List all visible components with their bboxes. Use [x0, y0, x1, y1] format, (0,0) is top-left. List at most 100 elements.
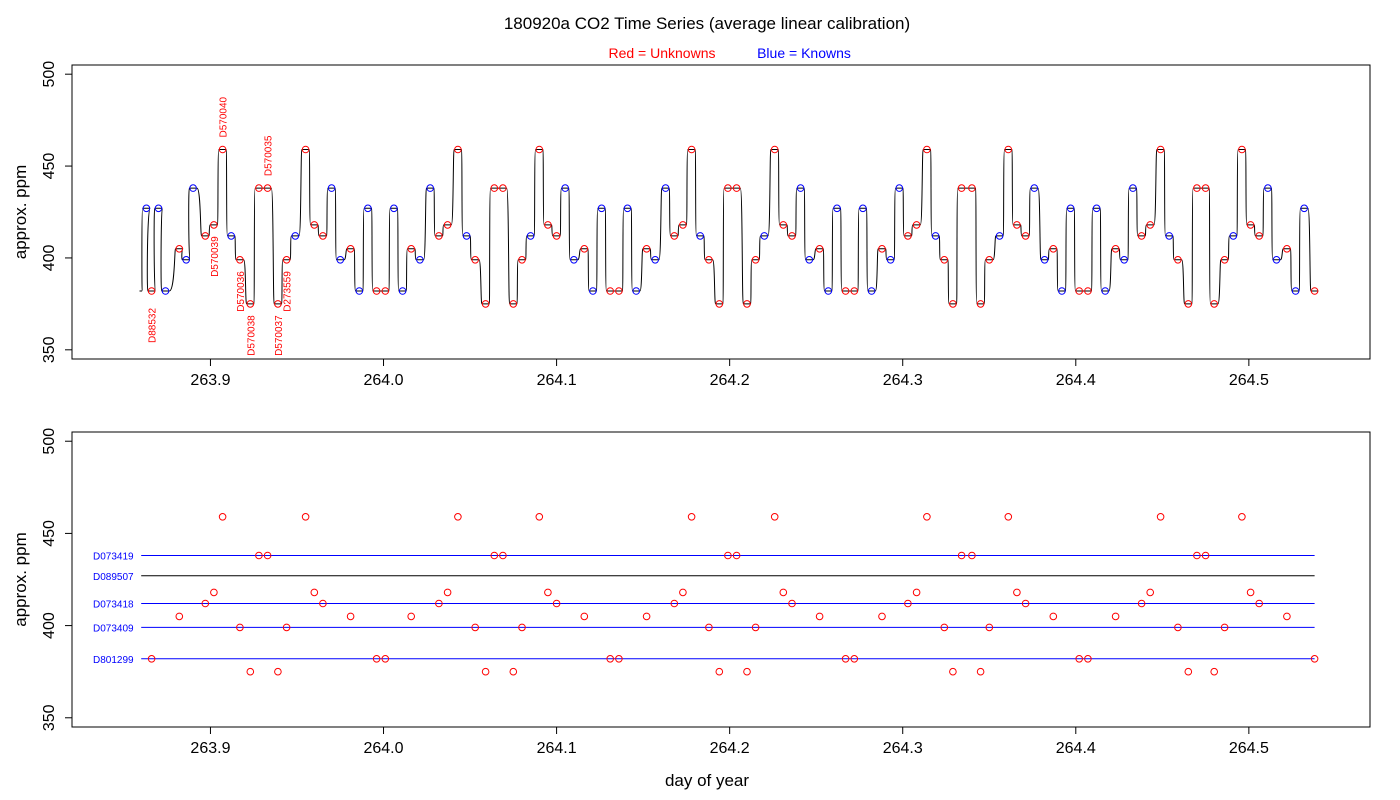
known-sample-marker [760, 232, 769, 240]
sample-id-label: D88532 [148, 308, 159, 343]
unknown-point [1184, 667, 1193, 676]
sample-id-label: D570040 [219, 96, 230, 137]
unknown-point [1021, 599, 1030, 608]
reference-line-label: D801299 [93, 655, 134, 666]
unknown-sample-marker [949, 300, 957, 308]
unknown-sample-marker [246, 300, 255, 308]
top-plot-frame [71, 64, 1371, 360]
unknown-point [715, 667, 724, 676]
unknown-point [201, 599, 210, 608]
unknown-point [1146, 588, 1154, 597]
unknown-sample-marker [175, 245, 184, 253]
unknown-sample-marker [1013, 221, 1021, 229]
unknown-sample-marker [1210, 300, 1218, 308]
unknown-point [175, 612, 184, 621]
unknown-sample-marker [940, 256, 949, 264]
unknown-sample-marker [751, 256, 760, 264]
unknown-sample-marker [985, 256, 994, 264]
known-sample-marker [796, 184, 805, 192]
known-sample-marker [1165, 232, 1173, 240]
unknown-sample-marker [435, 232, 443, 240]
unknown-point [381, 655, 390, 663]
unknown-sample-marker [1310, 287, 1319, 295]
known-sample-marker [161, 287, 170, 295]
unknown-point [1246, 588, 1255, 597]
unknown-point [1137, 599, 1146, 608]
unknown-sample-marker [552, 232, 561, 240]
unknown-point [218, 513, 227, 521]
sample-id-label: D570035 [264, 135, 275, 176]
unknown-sample-marker [319, 232, 327, 240]
unknown-point [1220, 623, 1229, 632]
known-sample-marker [1040, 256, 1049, 264]
unknown-sample-marker [1201, 184, 1210, 192]
unknown-sample-marker [815, 245, 824, 253]
unknown-sample-marker [1084, 287, 1092, 295]
unknown-point [346, 612, 355, 621]
reference-line-label: D089507 [93, 572, 134, 583]
known-sample-marker [390, 204, 398, 213]
bottom-y-tick-label: 500 [41, 428, 58, 455]
top-x-tick-label: 264.4 [1056, 372, 1096, 389]
known-sample-marker [570, 256, 578, 264]
unknown-sample-marker [724, 184, 732, 192]
unknown-point [263, 551, 272, 560]
unknown-point [319, 599, 327, 608]
bottom-panel: 263.9 264.0 264.1 264.2 264.3 264.4 264.5 350 40… [11, 428, 1371, 757]
unknown-point [779, 588, 788, 597]
unknown-point [1156, 513, 1165, 521]
unknown-sample-marker [923, 145, 931, 154]
unknown-sample-marker [471, 256, 480, 264]
top-y-tick-label: 400 [41, 244, 58, 271]
unknown-sample-marker [1156, 145, 1165, 154]
unknown-point [815, 612, 824, 621]
known-sample-marker [1066, 204, 1075, 213]
bottom-x-tick-label: 264.5 [1229, 740, 1269, 757]
unknown-sample-marker [878, 245, 886, 253]
known-sample-marker [1120, 256, 1128, 264]
unknown-sample-marker [346, 245, 355, 253]
known-sample-marker [182, 256, 190, 264]
unknown-point [1238, 513, 1246, 521]
unknown-sample-marker [407, 245, 416, 253]
unknown-sample-marker [1075, 287, 1083, 295]
unknown-point [301, 513, 310, 521]
unknown-sample-marker [1111, 245, 1120, 253]
known-sample-marker [1058, 287, 1066, 295]
unknown-sample-marker [606, 287, 615, 295]
unknown-point [1193, 551, 1201, 560]
known-sample-marker [824, 287, 833, 295]
unknown-sample-marker [850, 287, 859, 295]
top-y-tick-label: 450 [41, 153, 58, 180]
known-sample-marker [859, 204, 867, 213]
bottom-y-tick-label: 400 [41, 612, 58, 639]
known-sample-marker [1264, 184, 1272, 192]
unknown-point [1255, 599, 1263, 608]
unknown-sample-marker [679, 221, 687, 229]
unknown-sample-marker [615, 287, 623, 295]
unknown-point [968, 551, 976, 560]
unknown-sample-marker [779, 221, 788, 229]
unknown-sample-marker [670, 232, 679, 240]
top-x-tick-label: 263.9 [190, 372, 230, 389]
unknown-point [1004, 513, 1013, 521]
known-sample-marker [1272, 256, 1281, 264]
unknown-sample-marker [580, 245, 589, 253]
unknown-sample-marker [687, 145, 696, 154]
known-sample-marker [931, 232, 940, 240]
unknown-point [1084, 655, 1092, 663]
known-sample-marker [291, 232, 300, 240]
unknown-sample-marker [841, 287, 850, 295]
unknown-sample-marker [282, 256, 291, 264]
known-sample-marker [355, 287, 364, 295]
unknown-point [1049, 612, 1058, 621]
unknown-point [1210, 667, 1218, 676]
unknown-sample-marker [255, 184, 263, 192]
unknown-sample-marker [1220, 256, 1229, 264]
unknown-sample-marker [544, 221, 552, 229]
known-sample-marker [1092, 204, 1101, 213]
unknown-point [957, 551, 966, 560]
sample-id-label: D273559 [283, 271, 294, 312]
x-axis-label: day of year [665, 771, 749, 790]
unknown-point [481, 667, 490, 676]
